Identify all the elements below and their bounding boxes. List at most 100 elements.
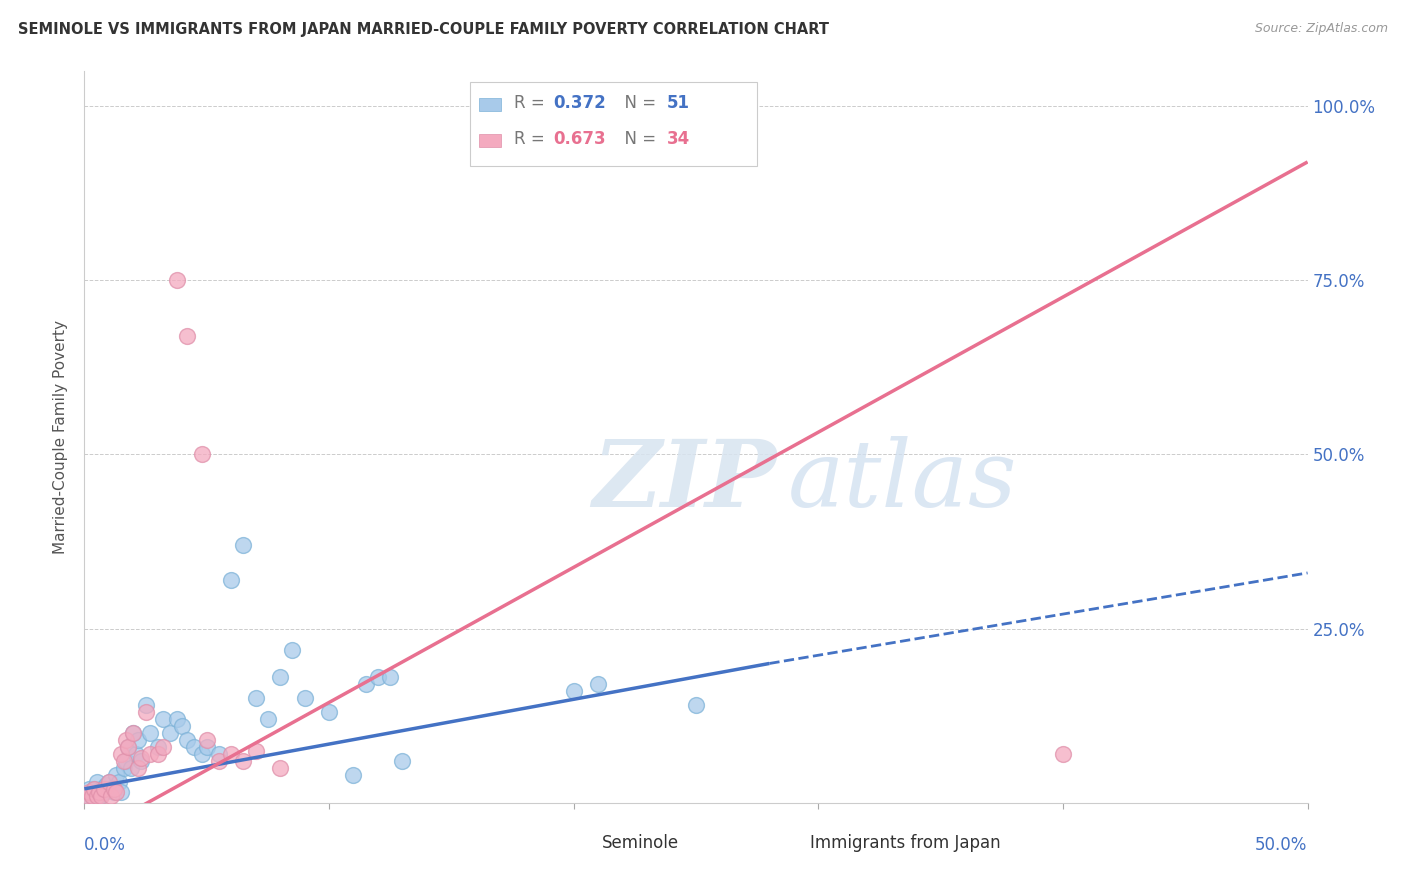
Text: 0.0%: 0.0%: [84, 836, 127, 854]
Point: [391, 754, 413, 768]
Point: [219, 573, 242, 587]
Point: [367, 670, 389, 684]
Text: atlas: atlas: [787, 436, 1017, 526]
Point: [176, 329, 198, 343]
Text: 34: 34: [666, 130, 690, 148]
Point: [139, 726, 162, 740]
Point: [86, 789, 108, 803]
Point: [76, 789, 98, 803]
Text: 0.372: 0.372: [553, 94, 606, 112]
Text: 0.673: 0.673: [553, 130, 606, 148]
Point: [110, 785, 132, 799]
Point: [318, 705, 340, 719]
Point: [117, 740, 139, 755]
Text: SEMINOLE VS IMMIGRANTS FROM JAPAN MARRIED-COUPLE FAMILY POVERTY CORRELATION CHAR: SEMINOLE VS IMMIGRANTS FROM JAPAN MARRIE…: [18, 22, 830, 37]
Point: [208, 754, 231, 768]
Point: [87, 785, 110, 799]
Point: [97, 775, 120, 789]
Point: [105, 768, 128, 782]
Point: [115, 754, 138, 768]
Point: [100, 781, 122, 796]
Point: [129, 754, 152, 768]
Point: [166, 712, 188, 726]
Point: [195, 740, 218, 755]
Point: [129, 750, 152, 764]
Point: [176, 733, 198, 747]
Point: [146, 747, 169, 761]
Y-axis label: Married-Couple Family Poverty: Married-Couple Family Poverty: [53, 320, 69, 554]
Point: [294, 691, 316, 706]
Point: [159, 726, 181, 740]
Text: 51: 51: [666, 94, 689, 112]
Point: [232, 538, 254, 552]
Text: 50.0%: 50.0%: [1256, 836, 1308, 854]
Point: [146, 740, 169, 755]
Point: [77, 781, 100, 796]
FancyBboxPatch shape: [479, 135, 502, 147]
Point: [245, 743, 267, 757]
Point: [172, 719, 194, 733]
Text: Source: ZipAtlas.com: Source: ZipAtlas.com: [1254, 22, 1388, 36]
Point: [245, 691, 267, 706]
Point: [195, 733, 218, 747]
Point: [87, 789, 110, 803]
Point: [342, 768, 364, 782]
Point: [269, 761, 291, 775]
Point: [100, 789, 122, 803]
Point: [125, 747, 148, 761]
Point: [77, 785, 100, 799]
Point: [96, 778, 118, 792]
Text: Immigrants from Japan: Immigrants from Japan: [810, 834, 1000, 852]
Text: Seminole: Seminole: [602, 834, 679, 852]
FancyBboxPatch shape: [470, 82, 758, 167]
Point: [257, 712, 280, 726]
Point: [208, 747, 231, 761]
Point: [117, 740, 139, 755]
Point: [586, 677, 609, 691]
Point: [135, 698, 157, 713]
Point: [86, 775, 108, 789]
FancyBboxPatch shape: [763, 846, 797, 858]
Point: [105, 785, 128, 799]
Point: [122, 726, 145, 740]
Point: [269, 670, 291, 684]
Point: [380, 670, 402, 684]
Point: [122, 726, 145, 740]
Text: ZIP: ZIP: [592, 436, 776, 526]
Point: [139, 747, 162, 761]
Point: [152, 740, 174, 755]
Point: [93, 781, 115, 796]
Point: [120, 761, 142, 775]
Point: [127, 733, 149, 747]
Point: [115, 733, 138, 747]
FancyBboxPatch shape: [555, 846, 589, 858]
Point: [354, 677, 377, 691]
Point: [1052, 747, 1074, 761]
Point: [83, 781, 105, 796]
Point: [191, 747, 214, 761]
Point: [219, 747, 242, 761]
Point: [562, 684, 585, 698]
Text: N =: N =: [614, 130, 661, 148]
Point: [90, 789, 112, 803]
Point: [135, 705, 157, 719]
Point: [166, 273, 188, 287]
Text: R =: R =: [513, 94, 550, 112]
Point: [83, 781, 105, 796]
Point: [183, 740, 205, 755]
Point: [103, 785, 125, 799]
Point: [93, 785, 115, 799]
Point: [685, 698, 707, 713]
Text: N =: N =: [614, 94, 661, 112]
Point: [112, 761, 135, 775]
Point: [103, 781, 125, 796]
Point: [107, 775, 129, 789]
Point: [80, 789, 103, 803]
Point: [232, 754, 254, 768]
Point: [90, 781, 112, 796]
Point: [127, 761, 149, 775]
Point: [97, 775, 120, 789]
FancyBboxPatch shape: [479, 98, 502, 111]
Point: [80, 789, 103, 803]
Point: [110, 747, 132, 761]
